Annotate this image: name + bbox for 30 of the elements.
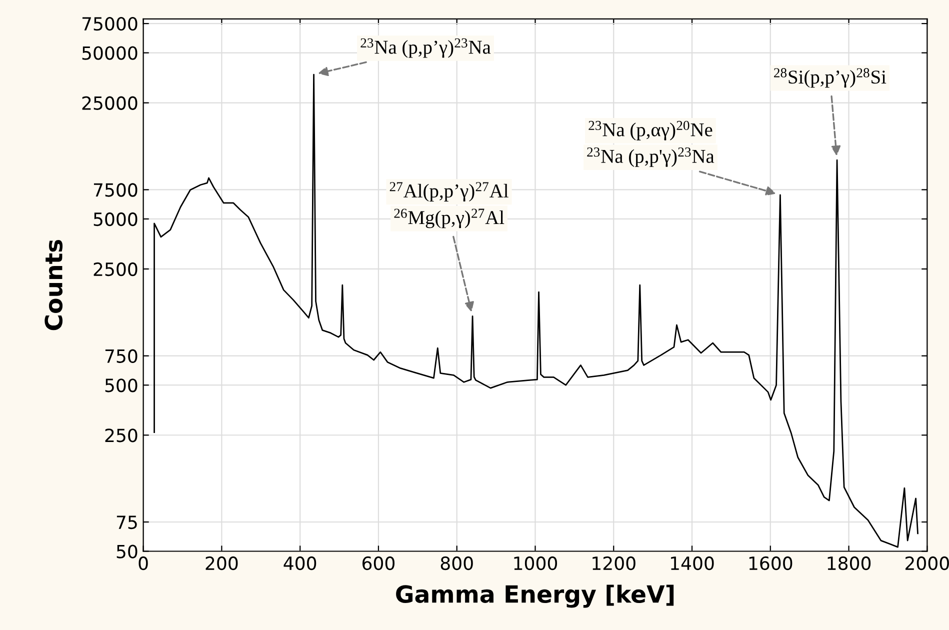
x-tick-label: 1800 [828,556,871,570]
y-tick-label: 250 [105,428,138,442]
x-tick-label: 2000 [906,556,949,570]
y-tick-label: 2500 [94,262,138,276]
annotation: $^{23}$Na (p,p'γ)$^{23}$Na [587,147,714,167]
x-axis-title: Gamma Energy [keV] [396,584,674,608]
x-tick-label: 800 [440,556,473,570]
y-tick-label: 75 [116,516,137,530]
y-axis-title: Counts [44,240,63,330]
y-tick-label: 75000 [82,17,138,31]
x-tick-label: 600 [362,556,394,570]
y-tick-label: 25000 [82,96,138,110]
x-tick-label: 200 [206,556,238,570]
x-tick-label: 1200 [592,556,636,570]
x-tick-label: 400 [284,556,316,570]
y-tick-label: 5000 [94,212,138,226]
y-tick-label: 7500 [94,183,138,197]
y-tick-label: 50 [116,544,138,558]
annotation: $^{23}$Na (p,p’γ)$^{23}$Na [360,38,491,58]
y-tick-label: 50000 [82,46,138,60]
y-tick-label: 750 [105,349,138,363]
x-tick-label: 1600 [749,556,792,570]
annotation: $^{26}$Mg(p,γ)$^{27}$Al [394,208,504,228]
annotation: $^{28}$Si(p,p’γ)$^{28}$Si [774,68,886,88]
y-tick-label: 500 [105,378,138,392]
x-tick-label: 0 [138,556,148,570]
x-tick-label: 1400 [671,556,714,570]
annotation: $^{23}$Na (p,αγ)$^{20}$Ne [588,120,712,140]
x-tick-label: 1000 [514,556,558,570]
annotation: $^{27}$Al(p,p’γ)$^{27}$Al [390,182,508,202]
